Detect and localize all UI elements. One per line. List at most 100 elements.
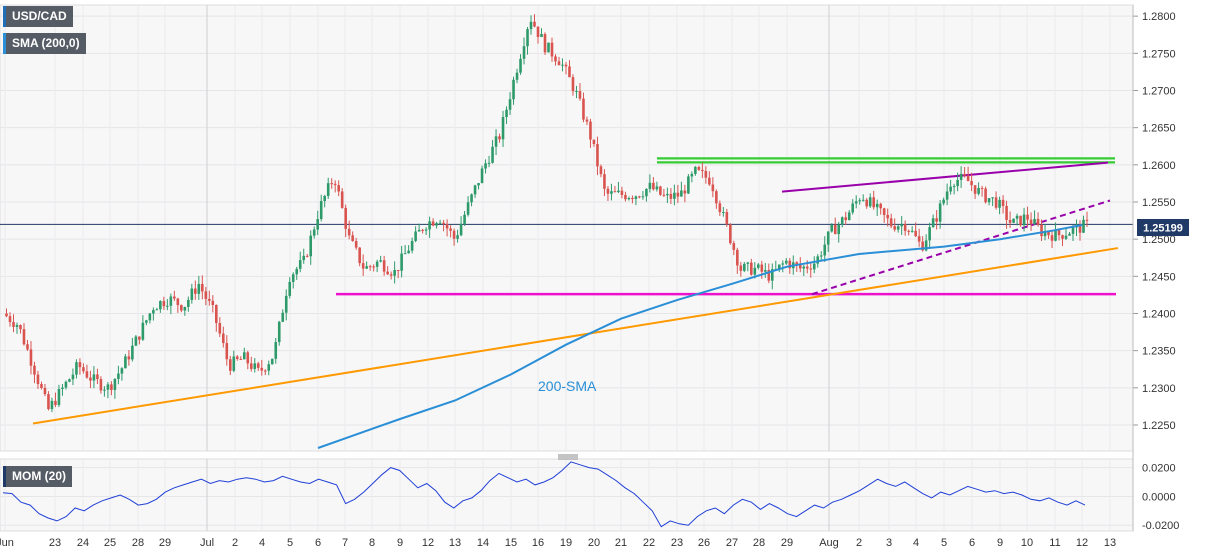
candle-body-down <box>351 235 354 241</box>
candle-body-up <box>166 305 169 307</box>
candle-body-up <box>242 352 246 360</box>
candle-body-up <box>784 260 788 264</box>
candle-body-up <box>57 389 61 405</box>
candle-body-up <box>117 373 120 379</box>
candle-body-up <box>379 260 382 262</box>
candle-body-up <box>64 381 68 388</box>
candle-body-down <box>228 359 232 371</box>
sma-legend-label: SMA (200,0) <box>12 36 80 50</box>
candle-body-down <box>750 262 753 275</box>
candle-body-down <box>344 207 347 229</box>
candle-body-down <box>701 169 704 171</box>
candle-body-up <box>141 322 145 340</box>
candle-body-up <box>197 283 201 294</box>
time-tick-label: 28 <box>132 537 144 549</box>
candle-body-up <box>959 173 963 180</box>
time-tick-label: 25 <box>104 537 116 549</box>
price-tick-label: 1.2550 <box>1142 197 1176 209</box>
sma-legend[interactable]: SMA (200,0) <box>3 33 86 54</box>
candle-body-down <box>138 336 141 340</box>
candle-body-up <box>666 193 669 196</box>
candle-body-down <box>78 362 82 368</box>
candle-body-up <box>463 214 466 224</box>
candle-body-down <box>798 264 802 269</box>
candle-body-up <box>295 268 299 275</box>
candle-body-up <box>15 325 19 327</box>
pane-resize-handle[interactable] <box>558 454 578 460</box>
candle-body-up <box>687 176 690 194</box>
candle-body-down <box>970 181 973 186</box>
candle-body-up <box>456 235 459 239</box>
candle-body-down <box>421 229 424 231</box>
candle-body-up <box>816 256 820 264</box>
price-tick-label: 1.2300 <box>1142 383 1176 395</box>
time-tick-label: 2 <box>232 537 238 549</box>
candle-body-down <box>568 66 571 78</box>
symbol-legend[interactable]: USD/CAD <box>3 6 73 27</box>
candle-body-up <box>942 199 945 204</box>
candle-body-up <box>1043 231 1047 237</box>
candle-body-up <box>928 227 931 241</box>
candle-body-down <box>263 370 267 372</box>
candle-body-down <box>19 325 22 330</box>
candle-body-up <box>145 320 148 323</box>
candle-body-up <box>505 109 508 117</box>
candle-body-up <box>407 250 410 254</box>
time-tick-label: 24 <box>77 537 89 549</box>
candle-body-up <box>71 374 75 380</box>
candle-body-up <box>910 230 914 232</box>
candle-body-down <box>739 265 743 271</box>
time-tick-label: 29 <box>159 537 171 549</box>
candle-body-up <box>977 187 980 194</box>
candle-body-up <box>120 368 124 374</box>
candle-body-down <box>550 42 554 57</box>
candle-body-up <box>1064 235 1068 239</box>
time-tick-label: 10 <box>1021 537 1033 549</box>
candle-body-down <box>82 367 85 372</box>
candle-body-up <box>309 235 313 257</box>
candle-body-down <box>225 343 229 360</box>
candle-body-up <box>931 218 935 228</box>
candle-body-up <box>512 79 515 100</box>
candle-body-down <box>12 322 15 327</box>
time-tick-label: 23 <box>671 537 683 549</box>
candle-body-down <box>935 218 938 222</box>
candle-body-down <box>218 323 222 334</box>
candle-body-down <box>805 266 809 269</box>
candle-body-down <box>1019 215 1022 226</box>
candle-body-down <box>659 186 662 195</box>
candle-body-down <box>893 226 896 230</box>
candle-body-down <box>882 208 886 215</box>
candle-body-up <box>858 200 862 202</box>
candle-body-up <box>847 212 851 221</box>
time-tick-label: 3 <box>886 537 892 549</box>
candle-body-up <box>159 301 162 310</box>
candle-body-up <box>526 29 529 47</box>
price-tick-label: 1.2250 <box>1142 420 1176 432</box>
candle-body-up <box>187 299 190 307</box>
candle-body-down <box>256 363 260 368</box>
candle-body-down <box>176 298 180 306</box>
current-price-label: 1.25199 <box>1143 223 1183 235</box>
candle-body-up <box>284 295 288 313</box>
candle-body-down <box>1026 214 1029 220</box>
candle-body-up <box>1012 218 1015 223</box>
candle-body-down <box>715 191 718 204</box>
candle-body-down <box>194 288 197 294</box>
candle-body-up <box>323 195 327 202</box>
momentum-legend[interactable]: MOM (20) <box>3 466 72 487</box>
candle-body-down <box>389 274 393 276</box>
candle-body-up <box>812 263 816 270</box>
candle-body-up <box>501 116 505 140</box>
current-price-tag: 1.25199 <box>1137 219 1189 236</box>
candle-body-down <box>533 21 536 27</box>
candle-body-up <box>634 196 638 200</box>
candle-body-up <box>68 379 71 382</box>
candle-body-up <box>428 221 431 230</box>
candle-body-up <box>1022 214 1026 226</box>
candle-body-down <box>89 377 92 381</box>
time-tick-label: 4 <box>913 537 919 549</box>
candle-body-up <box>316 219 320 230</box>
time-tick-label: 19 <box>560 537 572 549</box>
